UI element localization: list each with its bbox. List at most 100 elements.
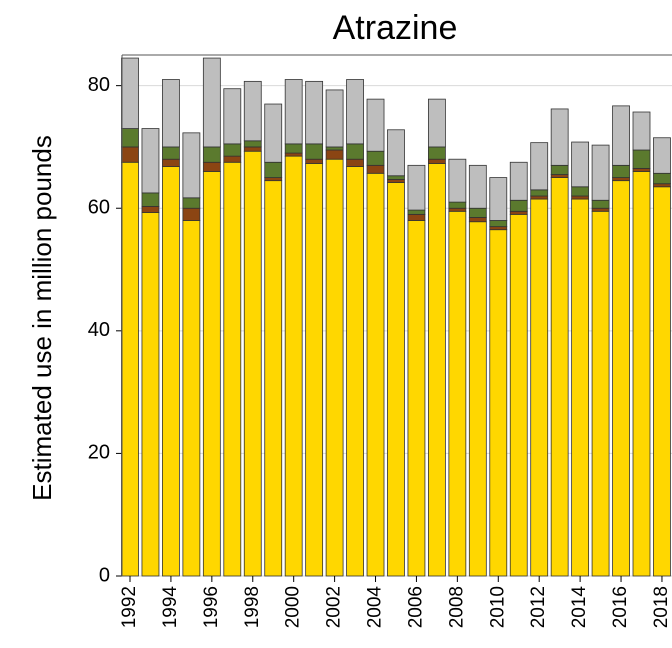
y-tick-label: 20 — [88, 442, 110, 464]
bar-segment — [162, 166, 180, 577]
bar-segment — [489, 229, 508, 577]
x-tick-label: 2002 — [324, 586, 345, 628]
bar-segment — [387, 175, 405, 180]
bar-segment — [468, 221, 487, 577]
bar-segment — [571, 198, 590, 577]
chart-title: Atrazine — [333, 9, 458, 47]
bar-segment — [448, 207, 467, 212]
bar-segment — [264, 161, 283, 178]
bar-segment — [346, 79, 364, 145]
bar-segment — [243, 146, 262, 152]
x-tick-label: 2006 — [405, 586, 426, 628]
bar-segment — [653, 137, 671, 174]
bar-segment — [571, 186, 590, 197]
bar-segment — [346, 158, 364, 167]
bar-segment — [223, 143, 242, 157]
bar-segment — [305, 80, 324, 145]
bar-segment — [489, 177, 508, 221]
bar-segment — [612, 177, 630, 182]
bar-segment — [509, 199, 528, 212]
bar-segment — [182, 132, 201, 199]
bar-segment — [632, 167, 651, 172]
bar-segment — [346, 143, 364, 160]
bar-segment — [202, 57, 221, 148]
bar-segment — [612, 180, 630, 577]
y-axis-label: Estimated use in million pounds — [27, 135, 57, 501]
bar-segment — [202, 146, 221, 163]
bar-segment — [182, 197, 201, 209]
bar-segment — [571, 141, 590, 188]
x-tick-label: 1994 — [160, 586, 181, 629]
bar-segment — [121, 128, 139, 148]
bar-segment — [387, 182, 405, 577]
bar-segment — [530, 189, 549, 197]
bar-segment — [387, 179, 405, 183]
bar-segment — [346, 166, 364, 577]
bar-segment — [489, 220, 508, 228]
bar-segment — [632, 171, 651, 577]
bar-segment — [571, 195, 590, 200]
bar-segment — [325, 89, 344, 148]
bar-segment — [407, 164, 426, 211]
x-tick-label: 1998 — [242, 586, 263, 628]
bar-segment — [591, 210, 610, 577]
bar-segment — [325, 146, 344, 151]
bar-segment — [284, 152, 303, 157]
bar-segment — [202, 161, 221, 172]
bar-segment — [550, 108, 569, 166]
bar-segment — [591, 207, 610, 212]
y-tick-label: 60 — [88, 197, 110, 219]
bar-segment — [223, 161, 242, 577]
x-tick-label: 2016 — [610, 586, 631, 628]
bar-segment — [550, 164, 569, 175]
x-tick-label: 2014 — [569, 586, 590, 629]
bar-segment — [223, 155, 242, 163]
x-tick-label: 2010 — [487, 586, 508, 628]
bar-segment — [448, 158, 467, 203]
bar-segment — [182, 220, 201, 577]
bar-segment — [468, 217, 487, 223]
bar-segment — [550, 177, 569, 577]
bar-segment — [162, 79, 180, 148]
bar-segment — [427, 146, 446, 160]
bar-segment — [530, 195, 549, 200]
bar-segment — [468, 164, 487, 209]
bar-segment — [509, 210, 528, 215]
y-tick-label: 0 — [99, 564, 110, 586]
bar-segment — [489, 226, 508, 231]
bar-segment — [325, 149, 344, 160]
bar-segment — [162, 158, 180, 167]
x-tick-label: 2012 — [528, 586, 549, 628]
bar-segment — [550, 174, 569, 178]
x-tick-label: 1992 — [119, 586, 140, 628]
x-tick-label: 2018 — [651, 586, 672, 628]
bar-segment — [387, 129, 405, 177]
bar-segment — [427, 98, 446, 148]
bar-segment — [264, 180, 283, 577]
bar-segment — [509, 213, 528, 577]
bar-segment — [366, 98, 385, 152]
bar-segment — [427, 163, 446, 577]
bar-segment — [530, 198, 549, 577]
bar-segment — [162, 146, 180, 160]
bar-segment — [366, 164, 385, 174]
bar-segment — [591, 144, 610, 201]
bar-segment — [407, 209, 426, 215]
bar-segment — [121, 57, 139, 129]
bar-segment — [121, 161, 139, 577]
bar-segment — [264, 103, 283, 163]
bar-segment — [284, 79, 303, 145]
bar-segment — [243, 80, 262, 142]
bar-segment — [530, 142, 549, 191]
bar-segment — [427, 158, 446, 164]
x-tick-label: 2008 — [446, 586, 467, 628]
bar-segment — [366, 150, 385, 166]
bar-segment — [243, 150, 262, 577]
bar-segment — [366, 172, 385, 577]
y-tick-label: 40 — [88, 319, 110, 341]
bar-segment — [325, 158, 344, 577]
bar-segment — [468, 207, 487, 218]
bar-segment — [612, 164, 630, 178]
x-tick-label: 1996 — [201, 586, 222, 628]
